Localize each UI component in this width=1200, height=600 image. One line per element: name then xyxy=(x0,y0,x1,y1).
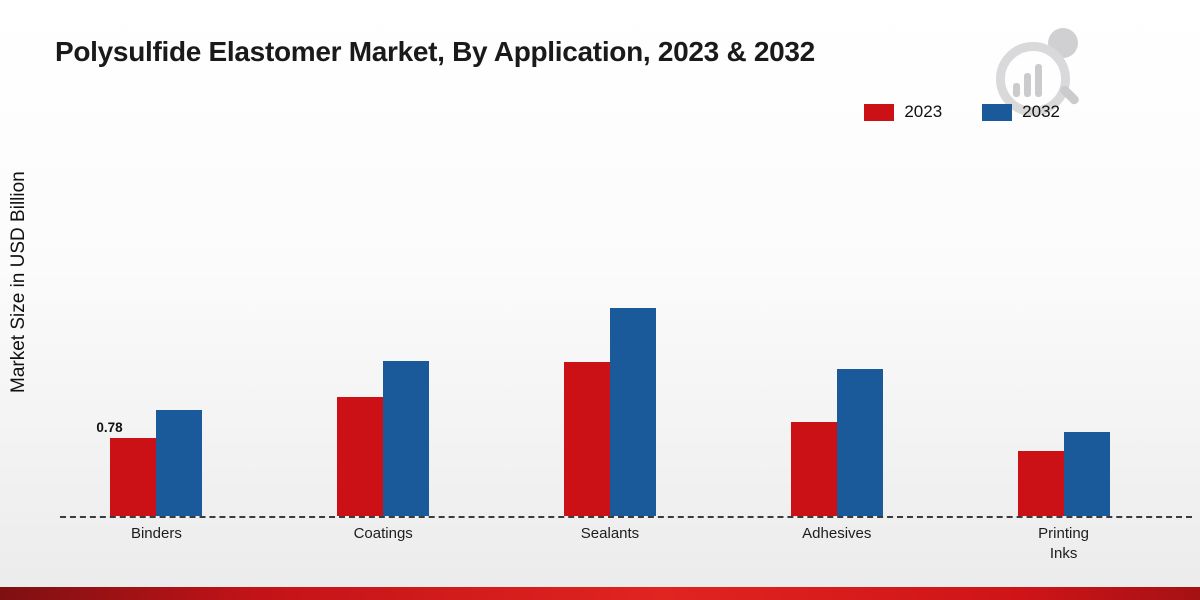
category-label-binders: Binders xyxy=(130,525,182,542)
y-axis-label: Market Size in USD Billion xyxy=(8,171,29,394)
category-label-sealants: Sealants xyxy=(580,525,640,542)
bar-group-coatings xyxy=(270,140,497,516)
x-axis-baseline xyxy=(60,516,1192,518)
bar-sealants-2032 xyxy=(609,308,656,516)
legend-swatch-2032 xyxy=(982,103,1013,121)
footer-accent-bar xyxy=(0,587,1200,600)
bar-group-binders: 0.78 xyxy=(43,140,270,516)
category-axis: Binders Coatings Sealants Adhesives Printing… xyxy=(43,524,1177,565)
bar-printing-2023 xyxy=(1017,451,1064,516)
chart-legend: 2023 2032 xyxy=(864,102,1060,122)
brand-logo xyxy=(992,28,1088,116)
legend-item-2032: 2032 xyxy=(982,102,1060,122)
bar-binders-2032 xyxy=(156,410,203,516)
legend-label-2023: 2023 xyxy=(904,102,943,121)
bar-binders-2023: 0.78 xyxy=(96,420,157,516)
bar-coatings-2023 xyxy=(337,397,384,516)
bar-coatings-2032 xyxy=(383,361,430,516)
bar-value-label: 0.78 xyxy=(96,420,123,435)
bar-adhesives-2032 xyxy=(836,369,883,516)
category-label-adhesives: Adhesives xyxy=(802,525,872,542)
bar-sealants-2023 xyxy=(563,362,610,516)
bar-group-sealants xyxy=(497,140,724,516)
plot-area: 0.78 xyxy=(43,140,1177,516)
bar-group-adhesives xyxy=(723,140,950,516)
bar-adhesives-2023 xyxy=(790,422,837,516)
logo-bar-chart-icon xyxy=(1013,64,1042,97)
bar-group-printing xyxy=(950,140,1177,516)
page-title: Polysulfide Elastomer Market, By Applica… xyxy=(55,36,815,67)
category-label-printing: Printing Inks xyxy=(1038,525,1090,563)
legend-swatch-2023 xyxy=(864,103,895,121)
bar-printing-2032 xyxy=(1063,432,1110,516)
legend-item-2023: 2023 xyxy=(864,102,942,122)
legend-label-2032: 2032 xyxy=(1022,102,1060,121)
category-label-coatings: Coatings xyxy=(353,525,413,542)
